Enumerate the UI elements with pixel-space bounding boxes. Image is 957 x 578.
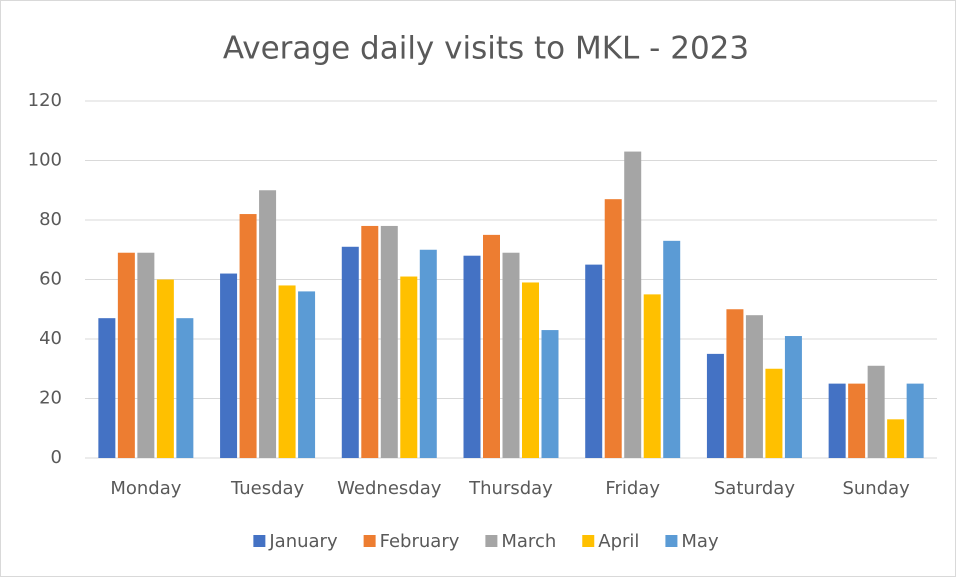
legend-label: April (598, 531, 639, 552)
legend-swatch (582, 535, 595, 547)
legend-label: March (501, 531, 556, 552)
bar (541, 330, 559, 458)
bar (624, 151, 642, 458)
bar (463, 255, 481, 458)
x-tick-label: Tuesday (230, 478, 305, 499)
bar (259, 190, 277, 458)
bar (98, 318, 116, 458)
bar (828, 383, 846, 458)
bar (906, 383, 924, 458)
y-tick-label: 20 (39, 388, 62, 409)
legend-swatch (665, 535, 678, 547)
legend-swatch (253, 535, 266, 547)
y-tick-label: 120 (28, 90, 62, 111)
bar (137, 252, 155, 458)
x-tick-label: Friday (605, 478, 660, 499)
bar (156, 279, 174, 458)
legend-label: February (380, 531, 460, 552)
bar (765, 368, 783, 458)
x-tick-label: Monday (110, 478, 181, 499)
bar (502, 252, 520, 458)
bar (522, 282, 539, 458)
legend-label: May (681, 531, 719, 552)
x-tick-label: Thursday (468, 478, 553, 499)
bar (867, 365, 885, 458)
bar (643, 294, 661, 458)
bar (361, 225, 379, 458)
x-tick-label: Wednesday (337, 478, 442, 499)
bar (419, 249, 437, 458)
y-tick-label: 100 (28, 150, 62, 171)
bar (887, 419, 905, 458)
bar (239, 214, 257, 458)
legend-label: January (268, 531, 338, 552)
chart-title: Average daily visits to MKL - 2023 (223, 31, 749, 67)
bar (745, 315, 763, 458)
x-tick-label: Saturday (714, 478, 795, 499)
y-tick-label: 40 (39, 328, 62, 349)
bar (298, 291, 316, 458)
bar (278, 285, 296, 458)
bar (848, 383, 866, 458)
bar (117, 252, 135, 458)
bar (400, 276, 418, 458)
bar (341, 246, 359, 458)
x-tick-label: Sunday (842, 478, 910, 499)
bar (726, 309, 744, 458)
y-tick-label: 60 (39, 269, 62, 290)
y-tick-label: 0 (51, 447, 62, 468)
y-tick-label: 80 (39, 209, 62, 230)
bar (663, 240, 681, 458)
bar (483, 234, 500, 458)
legend-swatch (485, 535, 498, 547)
bar (706, 353, 724, 458)
bar (784, 336, 802, 458)
bar (585, 264, 603, 458)
bar (220, 273, 238, 458)
bar (380, 225, 398, 458)
legend-swatch (363, 535, 376, 547)
bar (176, 318, 194, 458)
bar (604, 199, 622, 459)
